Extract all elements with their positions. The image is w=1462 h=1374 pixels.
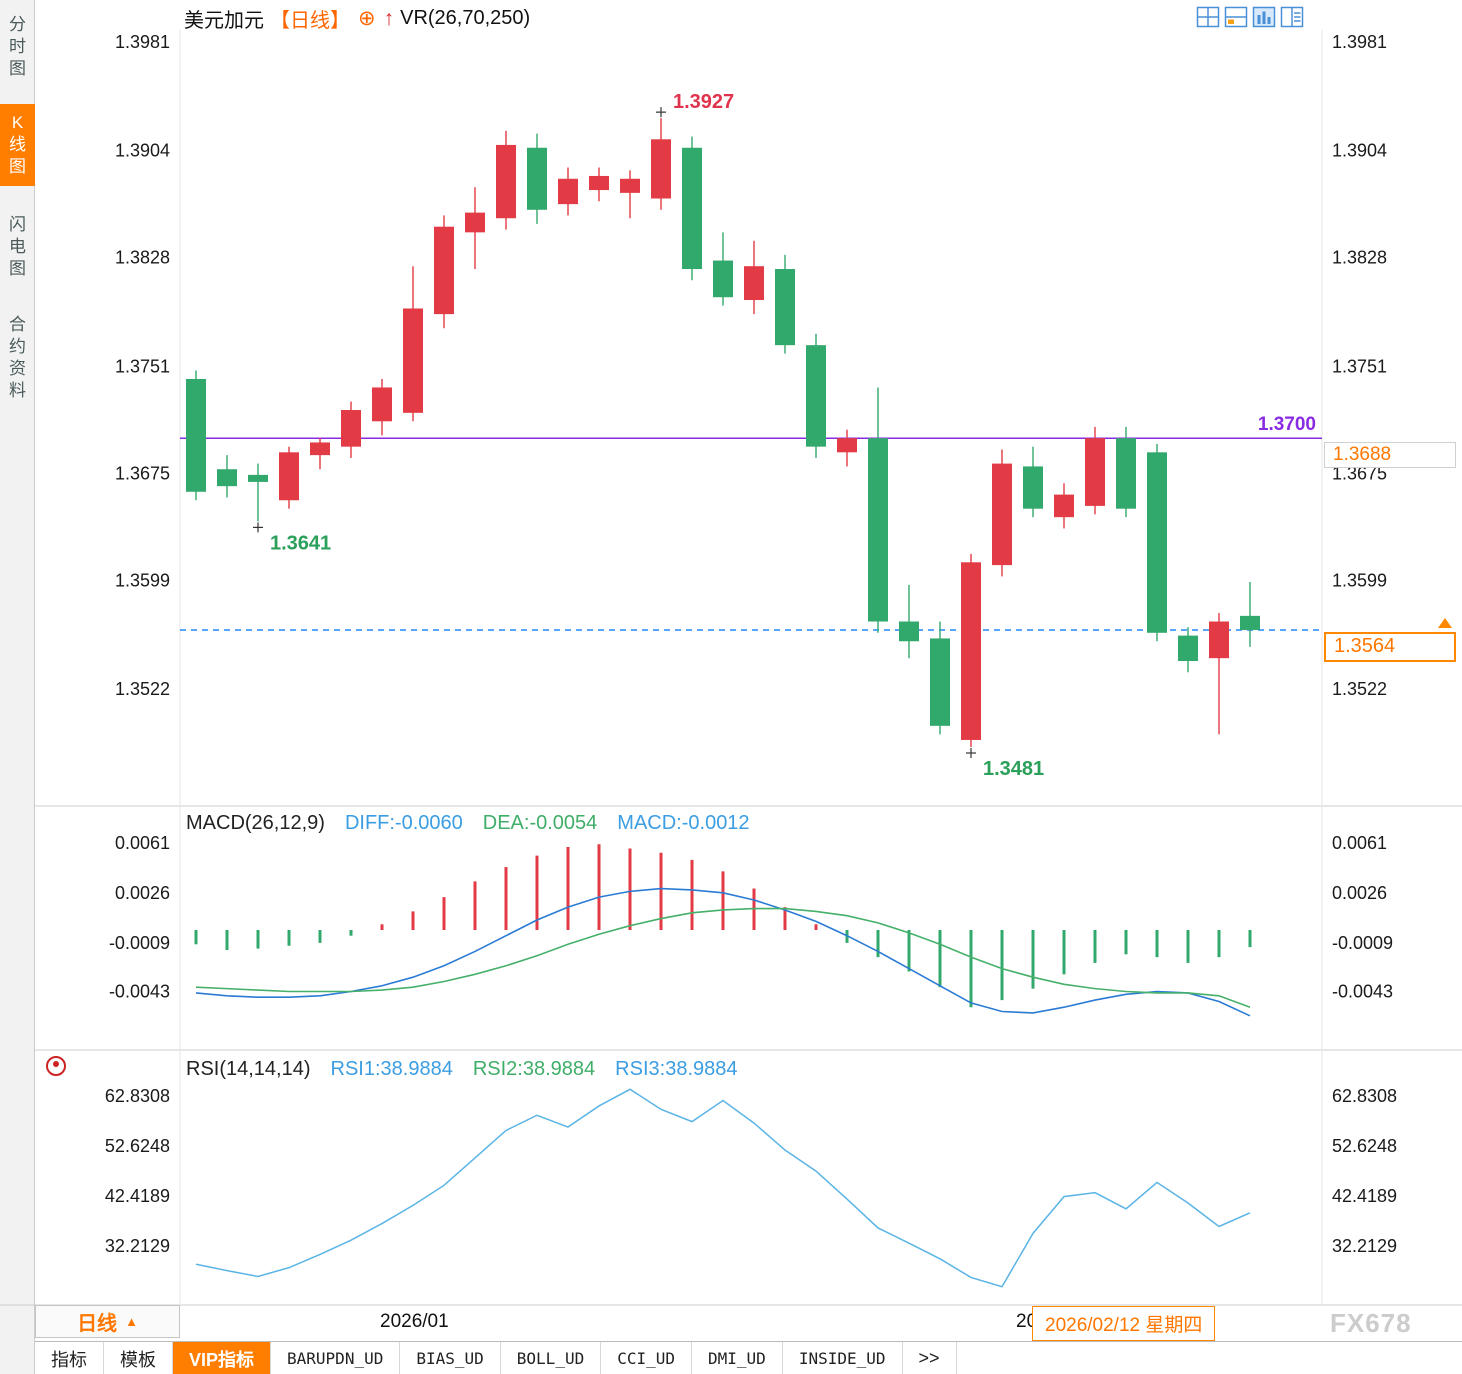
svg-text:0.0026: 0.0026 [1332,883,1387,903]
period-selector[interactable]: 日线 ▲ [35,1305,180,1338]
bottom-tab-1[interactable]: 模板 [104,1342,173,1374]
sidebar-item-0[interactable]: 分时图 [0,6,35,88]
current-price-tag: 1.3564 [1324,631,1456,662]
bottom-tab-0[interactable]: 指标 [35,1342,104,1374]
svg-text:42.4189: 42.4189 [105,1186,170,1206]
svg-text:1.3675: 1.3675 [1332,463,1387,483]
sidebar-item-char: 图 [9,59,26,78]
svg-text:1.3641: 1.3641 [270,532,331,554]
rsi3-value: RSI3:38.9884 [615,1058,738,1080]
svg-text:1.3828: 1.3828 [115,248,170,268]
x-axis-month-label: 2026/01 [380,1311,449,1332]
svg-text:32.2129: 32.2129 [105,1236,170,1256]
sidebar-item-char: 资 [9,359,26,378]
sidebar-item-char: 闪 [9,215,26,234]
sidebar-item-char: 图 [9,259,26,278]
sidebar-item-char: 图 [9,157,26,176]
up-arrow-icon: ↑ [383,6,395,30]
layout-icon-group [1196,5,1304,29]
macd-diff-value: DIFF:-0.0060 [344,812,463,834]
svg-text:1.3751: 1.3751 [1332,356,1387,376]
svg-text:52.6248: 52.6248 [105,1136,170,1156]
sidebar-item-char: 分 [9,15,26,34]
target-dot [53,1061,59,1067]
svg-text:1.3522: 1.3522 [1332,679,1387,699]
svg-text:42.4189: 42.4189 [1332,1186,1397,1206]
svg-text:52.6248: 52.6248 [1332,1136,1397,1156]
sidebar-item-char: 合 [9,315,26,334]
bottom-tab-bar: 指标 模板 VIP指标 BARUPDN_UD BIAS_UD BOLL_UD CCI_UD D… [35,1341,1462,1374]
triangle-up-icon: ▲ [125,1314,138,1329]
bottom-tab-3[interactable]: BARUPDN_UD [271,1342,401,1374]
svg-text:1.3675: 1.3675 [115,463,170,483]
chart-header: 美元加元 【日线】 ⊕ ↑ VR(26,70,250) [184,4,530,33]
svg-text:1.3599: 1.3599 [1332,571,1387,591]
split-rows-layout-icon[interactable] [1224,5,1248,29]
price-marker-icon [1438,617,1452,628]
svg-text:0.0026: 0.0026 [115,883,170,903]
svg-text:1.3904: 1.3904 [1332,141,1387,161]
split-cols-layout-icon[interactable] [1280,5,1304,29]
sidebar-item-char: 料 [9,381,26,400]
rsi2-value: RSI2:38.9884 [472,1058,596,1080]
sidebar-item-2[interactable]: 闪电图 [0,206,35,288]
svg-text:-0.0043: -0.0043 [1332,981,1393,1001]
svg-text:1.3981: 1.3981 [115,32,170,52]
x-axis-date-box: 2026/02/12 星期四 [1032,1306,1216,1341]
svg-text:1.3522: 1.3522 [115,679,170,699]
bottom-tab-8[interactable]: INSIDE_UD [783,1342,903,1374]
x-axis-partial-label: 20 [1016,1311,1038,1332]
period-tag: 【日线】 [270,10,350,32]
svg-text:-0.0009: -0.0009 [109,933,170,953]
sidebar-item-char: 约 [9,337,26,356]
sidebar-item-char: 线 [9,135,26,154]
rsi-name: RSI(14,14,14) [186,1058,311,1080]
svg-text:1.3904: 1.3904 [115,141,170,161]
bottom-tab-7[interactable]: DMI_UD [692,1342,783,1374]
sidebar-item-char: K [11,113,24,132]
svg-text:0.0061: 0.0061 [1332,833,1387,853]
add-indicator-icon[interactable]: ⊕ [358,7,376,30]
watermark: FX678 [1330,1308,1412,1338]
macd-name: MACD(26,12,9) [186,812,325,834]
rsi-header: RSI(14,14,14) RSI1:38.9884 RSI2:38.9884 … [186,1058,738,1081]
bottom-tab-5[interactable]: BOLL_UD [501,1342,602,1374]
svg-text:0.0061: 0.0061 [115,833,170,853]
svg-text:-0.0009: -0.0009 [1332,933,1393,953]
bottom-tab-6[interactable]: CCI_UD [601,1342,693,1374]
svg-text:62.8308: 62.8308 [105,1086,170,1106]
svg-text:1.3981: 1.3981 [1332,32,1387,52]
svg-text:1.3828: 1.3828 [1332,248,1387,268]
right-price-tag: 1.3688 [1324,442,1456,469]
bottom-tab-9[interactable]: >> [903,1342,957,1374]
target-icon[interactable] [46,1056,66,1076]
macd-dea-value: DEA:-0.0054 [482,812,598,834]
bar-chart-layout-icon[interactable] [1252,5,1276,29]
period-selector-label: 日线 [77,1313,118,1335]
rsi1-value: RSI1:38.9884 [330,1058,453,1080]
bottom-tab-2[interactable]: VIP指标 [173,1342,272,1374]
svg-text:1.3599: 1.3599 [115,571,170,591]
macd-macd-value: MACD:-0.0012 [617,812,750,834]
macd-header: MACD(26,12,9) DIFF:-0.0060 DEA:-0.0054 M… [186,812,750,835]
indicator-label: VR(26,70,250) [400,7,531,29]
symbol-title: 美元加元 [184,10,264,32]
svg-text:1.3751: 1.3751 [115,356,170,376]
sidebar-item-char: 时 [9,37,26,56]
sidebar-item-3[interactable]: 合约资料 [0,306,35,410]
svg-text:1.3927: 1.3927 [673,91,734,113]
svg-text:32.2129: 32.2129 [1332,1236,1397,1256]
svg-text:-0.0043: -0.0043 [109,981,170,1001]
sidebar-item-char: 电 [9,237,26,256]
svg-text:1.3481: 1.3481 [983,758,1044,780]
grid-layout-icon[interactable] [1196,5,1220,29]
bottom-tab-4[interactable]: BIAS_UD [400,1342,501,1374]
svg-text:62.8308: 62.8308 [1332,1086,1397,1106]
svg-text:1.3700: 1.3700 [1258,414,1316,435]
